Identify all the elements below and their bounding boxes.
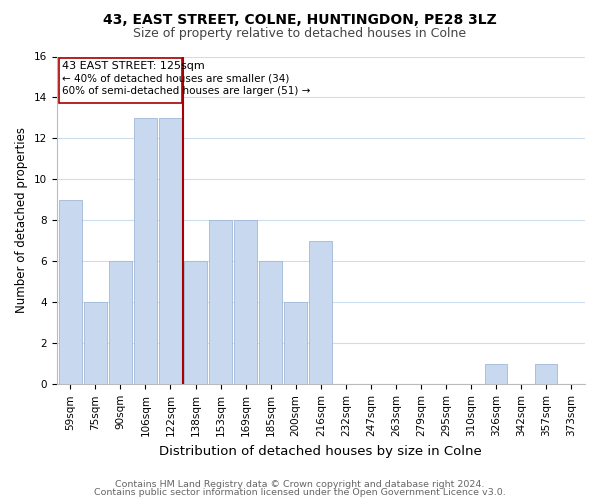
Text: Contains public sector information licensed under the Open Government Licence v3: Contains public sector information licen… [94,488,506,497]
Bar [535,364,557,384]
Text: 43, EAST STREET, COLNE, HUNTINGDON, PE28 3LZ: 43, EAST STREET, COLNE, HUNTINGDON, PE28… [103,12,497,26]
Bar [485,364,508,384]
Bar [284,302,307,384]
Bar [84,302,107,384]
Bar [310,241,332,384]
Text: Contains HM Land Registry data © Crown copyright and database right 2024.: Contains HM Land Registry data © Crown c… [115,480,485,489]
Text: Size of property relative to detached houses in Colne: Size of property relative to detached ho… [133,28,467,40]
Bar [59,58,182,102]
X-axis label: Distribution of detached houses by size in Colne: Distribution of detached houses by size … [160,444,482,458]
Bar [259,262,282,384]
Bar [134,118,157,384]
Bar [209,220,232,384]
Bar [184,262,207,384]
Text: 43 EAST STREET: 125sqm: 43 EAST STREET: 125sqm [62,60,204,70]
Y-axis label: Number of detached properties: Number of detached properties [15,128,28,314]
Bar [235,220,257,384]
Bar [59,200,82,384]
Text: 60% of semi-detached houses are larger (51) →: 60% of semi-detached houses are larger (… [62,86,310,96]
Bar [109,262,131,384]
Text: ← 40% of detached houses are smaller (34): ← 40% of detached houses are smaller (34… [62,74,289,84]
Bar [159,118,182,384]
